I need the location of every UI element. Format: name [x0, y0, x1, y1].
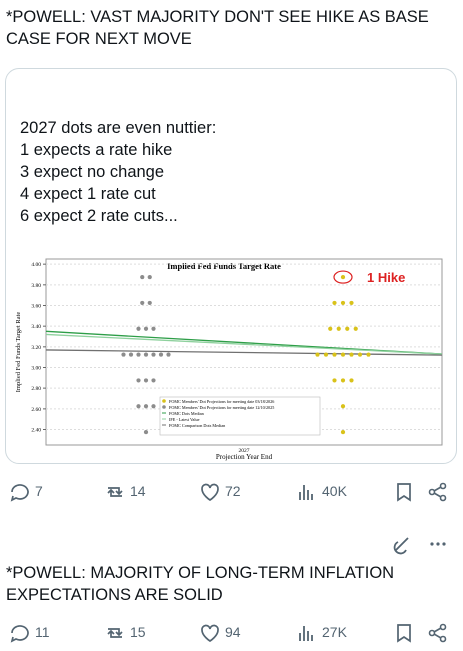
likes-count: 72 — [225, 483, 241, 499]
post-text: *POWELL: VAST MAJORITY DON'T SEE HIKE AS… — [6, 8, 429, 48]
dot — [158, 352, 164, 357]
dot — [121, 352, 126, 357]
dot — [345, 326, 350, 331]
likes-icon — [201, 483, 219, 502]
dot — [143, 429, 149, 435]
replies-icon — [10, 484, 29, 502]
dot — [143, 404, 149, 409]
dot — [147, 300, 152, 306]
dot — [151, 404, 156, 409]
action-bar: 11 15 94 27K — [0, 621, 463, 645]
dot — [136, 378, 141, 383]
dot — [143, 378, 149, 383]
dot — [315, 352, 320, 357]
replies-count: 11 — [35, 624, 50, 640]
dot — [136, 326, 141, 331]
dot — [151, 352, 156, 357]
media-card[interactable]: 2027 dots are even nuttier: 1 expects a r… — [5, 68, 457, 464]
y-axis-label: Implied Fed Funds Target Rate — [15, 312, 22, 393]
likes-count: 94 — [225, 624, 241, 640]
dot — [332, 378, 337, 383]
dot — [328, 326, 333, 331]
y-tick-label: 3.80 — [31, 283, 41, 289]
annotation-circle — [333, 270, 353, 284]
legend-label: FOMC Dots Median — [169, 411, 205, 416]
y-tick-label: 3.40 — [31, 324, 41, 330]
bookmark-icon[interactable] — [392, 621, 416, 645]
views-icon — [299, 626, 313, 641]
dot — [136, 404, 141, 409]
x-tick-label: 2027 — [239, 448, 250, 454]
replies-count: 7 — [35, 483, 43, 499]
dot — [340, 274, 346, 280]
dot — [140, 274, 145, 280]
action-bar: 7 14 72 40K — [0, 480, 463, 504]
dot — [332, 352, 337, 357]
dot — [366, 352, 371, 357]
replies-icon — [10, 625, 29, 643]
dot — [340, 352, 346, 357]
dot — [349, 300, 354, 306]
card-line: 3 expect no change — [20, 163, 165, 181]
dot — [323, 352, 329, 357]
y-tick-label: 2.80 — [31, 386, 41, 392]
y-tick-label: 3.00 — [31, 366, 41, 372]
card-line: 1 expects a rate hike — [20, 141, 173, 159]
chart: Implied Fed Funds Target Rate 2.40 2.60 2.8… — [15, 258, 443, 461]
y-tick-label: 2.60 — [31, 407, 41, 413]
reposts-count: 15 — [130, 624, 146, 640]
x-axis-label: Projection Year End — [216, 453, 273, 461]
y-tick-label: 4.00 — [31, 262, 41, 268]
dot — [166, 352, 171, 357]
dot — [349, 378, 354, 383]
dot — [340, 300, 346, 306]
legend-box — [159, 396, 321, 436]
y-tick-label: 3.60 — [31, 304, 41, 310]
dot — [143, 326, 149, 331]
chart-title: Implied Fed Funds Target Rate — [167, 261, 281, 271]
dot — [136, 352, 141, 357]
dot — [151, 378, 156, 383]
dot — [143, 352, 149, 357]
reposts-icon — [107, 487, 123, 497]
dot — [349, 352, 354, 357]
dot — [357, 352, 363, 357]
y-tick-label: 3.20 — [31, 345, 41, 351]
dot — [340, 378, 346, 383]
share-icon[interactable] — [426, 621, 450, 645]
y-tick-label: 2.40 — [31, 428, 41, 434]
dot — [336, 326, 341, 331]
share-icon[interactable] — [426, 480, 450, 504]
legend-label: FOMC Members' Dot Projections for meetin… — [169, 405, 274, 410]
legend-label: IFE - Latest Value — [169, 417, 200, 422]
views-icon — [299, 485, 313, 500]
dot — [340, 404, 346, 409]
legend-swatch — [162, 399, 166, 403]
dot — [151, 326, 156, 331]
post-text: *POWELL: MAJORITY OF LONG-TERM INFLATION… — [6, 564, 395, 604]
reposts-icon — [107, 628, 123, 638]
dot — [332, 300, 337, 306]
card-line: 6 expect 2 rate cuts... — [20, 207, 178, 225]
post-menu[interactable] — [392, 532, 458, 556]
dot — [353, 326, 358, 331]
views-count: 40K — [322, 483, 347, 499]
views-count: 27K — [322, 624, 347, 640]
median-line — [45, 349, 443, 356]
dot — [340, 429, 346, 435]
card-line: 2027 dots are even nuttier: — [20, 119, 217, 137]
annotation: 1 Hike — [367, 270, 405, 285]
legend-swatch — [162, 405, 166, 409]
legend-label: FOMC Members' Dot Projections for meetin… — [169, 399, 274, 404]
median-line — [45, 333, 443, 355]
likes-icon — [201, 624, 219, 643]
bookmark-icon[interactable] — [392, 480, 416, 504]
reposts-count: 14 — [130, 483, 146, 499]
legend-label: FOMC Comparison Dots Median — [169, 423, 226, 428]
dot — [128, 352, 134, 357]
dot — [140, 300, 145, 306]
card-line: 4 expect 1 rate cut — [20, 185, 156, 203]
dot — [147, 274, 152, 280]
